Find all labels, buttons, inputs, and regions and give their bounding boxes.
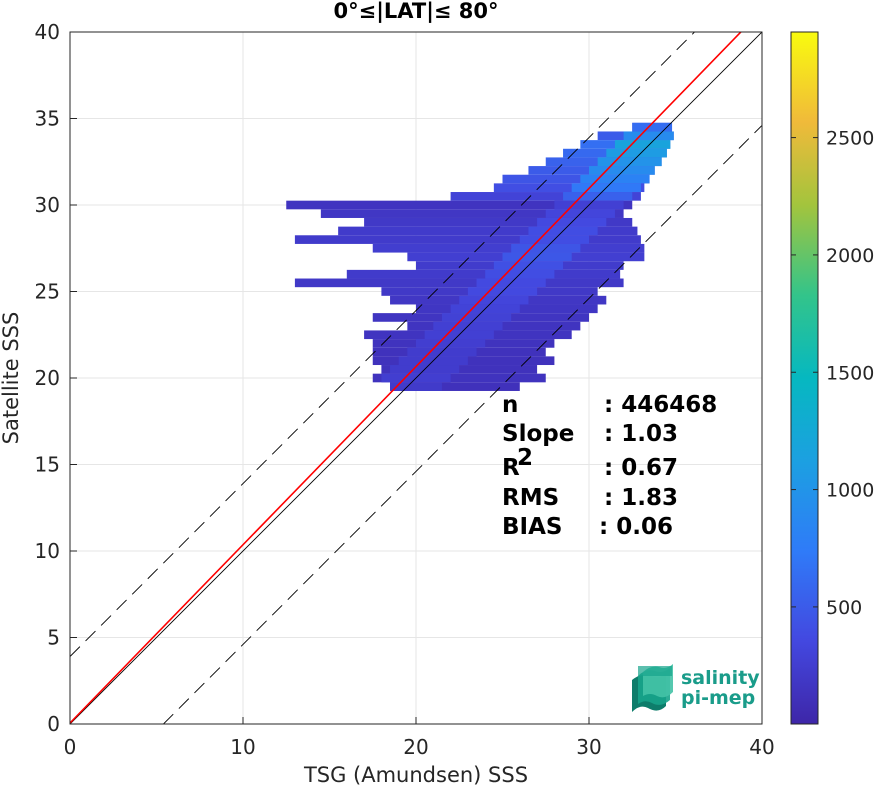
y-tick-label: 30 bbox=[35, 193, 60, 217]
y-tick-label: 25 bbox=[35, 280, 60, 304]
statistics-block: n : 446468 Slope : 1.03 R2 : 0.67 RMS : 1.83 BIA… bbox=[502, 392, 717, 540]
density-band bbox=[338, 226, 638, 236]
reference-lines bbox=[70, 32, 762, 724]
density-band bbox=[320, 209, 624, 218]
stat-label: BIAS bbox=[502, 514, 562, 540]
x-axis-label: TSG (Amundsen) SSS bbox=[303, 763, 528, 787]
stat-label-superscript: 2 bbox=[517, 445, 533, 471]
colorbar-ticks: 500 1000 1500 2000 2500 bbox=[791, 128, 874, 619]
offset-line bbox=[162, 125, 762, 724]
offset-line bbox=[70, 32, 696, 657]
colorbar-tick-label: 2000 bbox=[826, 245, 874, 267]
y-axis-label: Satellite SSS bbox=[0, 312, 23, 445]
x-tick-label: 40 bbox=[749, 735, 774, 759]
density-band bbox=[372, 373, 546, 383]
identity-line bbox=[70, 32, 762, 724]
x-tick-label: 20 bbox=[403, 735, 428, 759]
colorbar-tick-label: 2500 bbox=[826, 128, 874, 150]
density-core bbox=[614, 140, 671, 149]
density-band bbox=[502, 174, 650, 184]
density-band bbox=[364, 217, 633, 227]
y-tick-label: 35 bbox=[35, 107, 60, 131]
stat-label: Slope bbox=[502, 421, 574, 447]
stat-value: : 446468 bbox=[604, 392, 717, 418]
density-core bbox=[606, 148, 667, 158]
regression-line bbox=[70, 32, 742, 724]
density-core bbox=[597, 157, 662, 167]
density-core bbox=[589, 166, 655, 175]
y-tick-label: 20 bbox=[35, 366, 60, 390]
colorbar bbox=[790, 31, 819, 725]
density-core bbox=[390, 382, 442, 391]
colorbar-tick-label: 1000 bbox=[826, 480, 874, 502]
colorbar-tick-label: 500 bbox=[826, 597, 862, 619]
x-tick-label: 0 bbox=[64, 735, 77, 759]
stat-label: R bbox=[502, 455, 520, 481]
y-tick-label: 15 bbox=[35, 453, 60, 477]
stat-value: : 0.06 bbox=[599, 514, 673, 540]
y-axis-ticks: 0 5 10 15 20 25 30 35 40 bbox=[35, 20, 77, 736]
density-band bbox=[346, 269, 621, 279]
y-tick-label: 10 bbox=[35, 539, 60, 563]
colorbar-tick-label: 1500 bbox=[826, 362, 874, 384]
logo-line1: salinity bbox=[681, 667, 760, 689]
y-tick-label: 0 bbox=[47, 712, 60, 736]
x-tick-label: 10 bbox=[230, 735, 255, 759]
stat-label: RMS bbox=[502, 485, 559, 511]
salinity-pi-mep-logo: salinity pi-mep bbox=[632, 664, 760, 712]
stat-label: n bbox=[502, 392, 518, 418]
stat-value: : 0.67 bbox=[604, 455, 678, 481]
logo-waves-icon bbox=[632, 664, 673, 712]
density-band bbox=[286, 200, 633, 210]
logo-line2: pi-mep bbox=[681, 687, 755, 709]
density-band bbox=[450, 192, 641, 201]
stat-value: : 1.03 bbox=[604, 421, 678, 447]
x-axis-ticks: 0 10 20 30 40 bbox=[64, 717, 775, 759]
density-band bbox=[294, 278, 624, 288]
density-band bbox=[294, 235, 641, 244]
y-tick-label: 5 bbox=[47, 626, 60, 650]
y-tick-label: 40 bbox=[35, 20, 60, 44]
density-band bbox=[372, 243, 645, 253]
density-band bbox=[390, 382, 520, 391]
density-core bbox=[623, 131, 674, 141]
density-band bbox=[493, 183, 645, 193]
stat-value: : 1.83 bbox=[604, 485, 678, 511]
chart-title: 0°≤|LAT|≤ 80° bbox=[333, 0, 498, 24]
x-tick-label: 30 bbox=[576, 735, 601, 759]
density-core bbox=[632, 122, 673, 132]
